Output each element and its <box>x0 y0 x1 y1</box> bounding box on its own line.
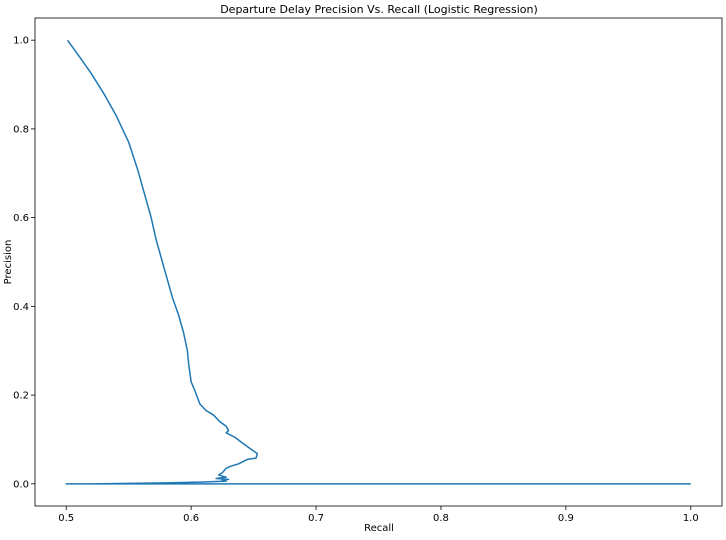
x-axis-label: Recall <box>364 523 394 534</box>
y-axis-label: Precision <box>3 240 14 285</box>
x-axis-ticks: 0.5 0.6 0.7 0.8 0.9 1.0 <box>58 506 699 524</box>
y-tick-label: 0.4 <box>13 302 29 313</box>
chart-title: Departure Delay Precision Vs. Recall (Lo… <box>220 3 538 16</box>
y-axis-ticks: 0.0 0.2 0.4 0.6 0.8 1.0 <box>13 36 35 490</box>
y-tick-label: 0.0 <box>13 479 29 490</box>
axes-frame <box>34 17 723 507</box>
x-tick-label: 0.7 <box>308 513 324 524</box>
x-tick-label: 0.5 <box>58 513 74 524</box>
x-tick-label: 0.9 <box>558 513 574 524</box>
plot-area: 0.5 0.6 0.7 0.8 0.9 1.0 0.0 0.2 0.4 0.6 0.8 1.0 <box>13 17 723 524</box>
x-tick-label: 0.8 <box>433 513 449 524</box>
y-tick-label: 1.0 <box>13 36 29 47</box>
y-tick-label: 0.6 <box>13 213 29 224</box>
y-tick-label: 0.2 <box>13 391 29 402</box>
precision-recall-line <box>65 39 691 485</box>
y-tick-label: 0.8 <box>13 124 29 135</box>
x-tick-label: 1.0 <box>683 513 699 524</box>
x-tick-label: 0.6 <box>183 513 199 524</box>
series-layer <box>65 39 691 485</box>
